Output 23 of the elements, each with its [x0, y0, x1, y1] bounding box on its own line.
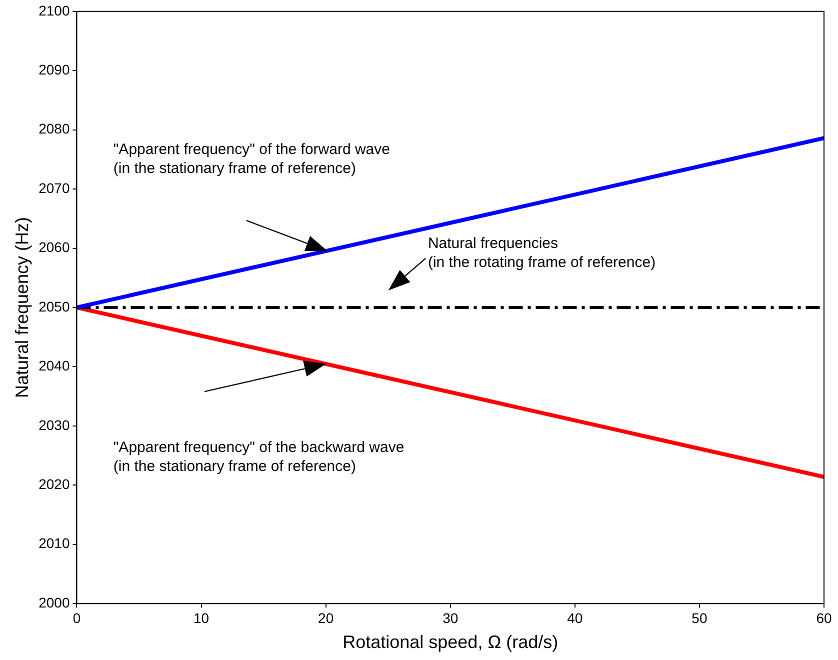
y-axis-title: Natural frequency (Hz)	[12, 216, 32, 398]
y-tick-label: 2060	[38, 239, 70, 256]
y-tick-label: 2080	[38, 120, 70, 137]
y-tick-label: 2100	[38, 2, 70, 18]
y-tick-label: 2040	[38, 358, 70, 374]
x-tick-label: 60	[816, 610, 832, 626]
annotation: Natural frequencies (in the rotating frame of reference)	[428, 235, 656, 272]
x-tick-label: 20	[318, 610, 334, 626]
y-tick-label: 2000	[38, 594, 70, 610]
x-tick-label: 50	[692, 610, 708, 626]
x-tick-label: 30	[442, 610, 458, 626]
y-tick-label: 2010	[38, 535, 70, 552]
y-tick-label: 2090	[38, 61, 70, 78]
annotation: "Apparent frequency" of the backward wave (in the stationary frame of reference)	[113, 438, 404, 475]
y-tick-label: 2050	[38, 298, 70, 314]
y-tick-label: 2070	[38, 180, 70, 196]
x-tick-label: 40	[567, 610, 583, 626]
x-axis-title: Rotational speed, Ω (rad/s)	[342, 632, 558, 652]
x-tick-label: 10	[194, 610, 210, 626]
y-tick-label: 2020	[38, 476, 70, 492]
annotation: "Apparent frequency" of the forward wave (in the stationary frame of reference)	[113, 140, 390, 177]
x-tick-label: 0	[72, 610, 81, 626]
y-tick-label: 2030	[38, 416, 70, 433]
